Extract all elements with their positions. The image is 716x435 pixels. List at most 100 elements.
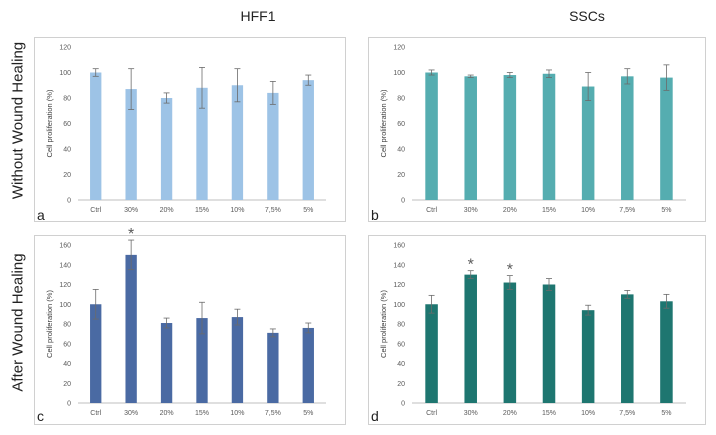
y-tick-label: 0 [67, 401, 71, 408]
chart-panel-a: 0 20 40 60 80 100 120 Cell proliferation (%) Ctr… [34, 37, 346, 222]
y-tick-label: 120 [59, 45, 71, 52]
y-tick-label: 140 [59, 262, 71, 269]
bar-d-0 [425, 304, 438, 403]
bar-b-3 [542, 73, 556, 200]
bar-a-5 [267, 92, 279, 200]
x-tick-label: 15% [542, 410, 556, 417]
bar-b-6 [660, 77, 673, 200]
panel-label-b: b [371, 207, 379, 223]
row-title-after-wound-healing: After Wound Healing [9, 253, 27, 392]
x-tick-label: Ctrl [426, 207, 437, 214]
x-tick-label: 5% [661, 410, 671, 417]
bar-b-2 [503, 75, 517, 200]
x-tick-label: 7,5% [619, 410, 635, 417]
bar-c-0 [90, 304, 102, 403]
y-tick-label: 0 [401, 401, 405, 408]
bar-d-2 [503, 282, 517, 403]
x-tick-label: 7,5% [619, 207, 635, 214]
bar-b-5 [621, 76, 634, 200]
y-tick-label: 0 [67, 198, 71, 205]
bar-d-4 [581, 310, 595, 403]
x-tick-label: 20% [160, 410, 174, 417]
x-tick-label: 20% [503, 410, 517, 417]
y-tick-label: 120 [393, 282, 405, 289]
x-tick-label: 5% [303, 207, 313, 214]
x-tick-label: 30% [464, 207, 478, 214]
x-tick-label: 30% [464, 410, 478, 417]
chart-panel-c: 0 20 40 60 80 100 120 140 160 Cell proliferation … [34, 226, 346, 425]
y-axis-label: Cell proliferation (%) [45, 89, 54, 157]
y-tick-label: 80 [63, 96, 71, 103]
x-tick-label: 30% [124, 410, 138, 417]
chart-frame [368, 235, 706, 425]
y-tick-label: 40 [397, 361, 405, 368]
y-tick-label: 100 [59, 70, 71, 77]
x-tick-label: 5% [303, 410, 313, 417]
y-tick-label: 100 [393, 70, 405, 77]
x-tick-label: 10% [230, 207, 244, 214]
y-tick-label: 60 [397, 341, 405, 348]
chart-panel-b: 0 20 40 60 80 100 120 Cell proliferation (%) Ctr… [368, 37, 706, 222]
y-tick-label: 80 [397, 322, 405, 329]
x-tick-label: 20% [503, 207, 517, 214]
x-tick-label: 30% [124, 207, 138, 214]
y-tick-label: 0 [401, 198, 405, 205]
y-tick-label: 40 [63, 361, 71, 368]
bar-c-1 [125, 254, 137, 403]
y-tick-label: 120 [393, 45, 405, 52]
bar-a-0 [90, 72, 102, 200]
y-tick-label: 20 [397, 381, 405, 388]
y-tick-label: 80 [397, 96, 405, 103]
bar-a-3 [196, 87, 208, 200]
y-tick-label: 140 [393, 262, 405, 269]
y-tick-label: 160 [393, 243, 405, 250]
y-axis-label: Cell proliferation (%) [45, 290, 54, 358]
x-tick-label: Ctrl [90, 410, 101, 417]
bar-d-5 [621, 294, 634, 403]
chart-frame [34, 37, 346, 222]
y-tick-label: 80 [63, 322, 71, 329]
x-tick-label: 5% [661, 207, 671, 214]
bar-b-4 [581, 86, 595, 200]
x-tick-label: Ctrl [426, 410, 437, 417]
panel-label-a: a [37, 207, 45, 223]
x-tick-label: 15% [195, 207, 209, 214]
y-tick-label: 40 [63, 147, 71, 154]
bar-b-0 [425, 72, 438, 200]
y-tick-label: 120 [59, 282, 71, 289]
bar-d-6 [660, 301, 673, 403]
y-tick-label: 60 [63, 341, 71, 348]
chart-frame [368, 37, 706, 222]
bar-d-1 [464, 274, 477, 403]
significance-marker: * [128, 226, 134, 243]
panel-label-c: c [37, 408, 44, 424]
bar-c-6 [302, 327, 314, 403]
bar-a-6 [302, 80, 314, 200]
x-tick-label: 7,5% [265, 207, 281, 214]
x-tick-label: 15% [195, 410, 209, 417]
significance-marker: * [507, 262, 513, 279]
bar-d-3 [542, 284, 556, 403]
y-axis-label: Cell proliferation (%) [379, 290, 388, 358]
x-tick-label: 10% [581, 207, 595, 214]
row-title-without-wound-healing: Without Wound Healing [9, 41, 27, 200]
chart-panel-d: 0 20 40 60 80 100 120 140 160 Cell proliferation … [368, 235, 706, 425]
bar-c-5 [267, 332, 279, 403]
y-tick-label: 40 [397, 147, 405, 154]
bar-a-4 [231, 85, 244, 200]
x-tick-label: Ctrl [90, 207, 101, 214]
significance-marker: * [468, 257, 474, 274]
x-tick-label: 20% [160, 207, 174, 214]
y-tick-label: 20 [63, 381, 71, 388]
y-tick-label: 100 [59, 302, 71, 309]
column-title-sscs: SSCs [569, 8, 605, 24]
bar-a-2 [160, 98, 173, 200]
bar-c-2 [160, 323, 173, 403]
x-tick-label: 10% [230, 410, 244, 417]
y-tick-label: 20 [397, 172, 405, 179]
y-tick-label: 20 [63, 172, 71, 179]
y-tick-label: 60 [397, 121, 405, 128]
bar-c-3 [196, 318, 208, 403]
x-tick-label: 10% [581, 410, 595, 417]
bar-b-1 [464, 76, 477, 200]
